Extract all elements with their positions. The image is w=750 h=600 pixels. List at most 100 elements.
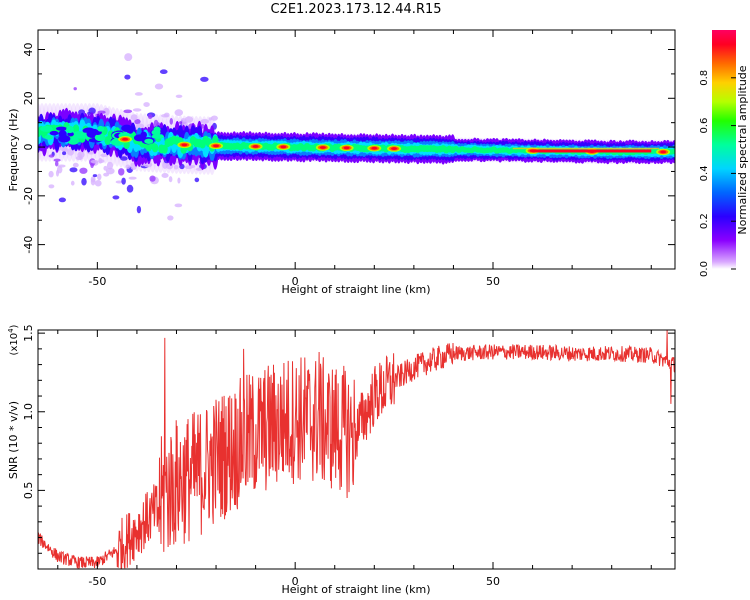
- spectrogram-cell: [154, 83, 164, 90]
- spectrogram-cell: [132, 108, 142, 112]
- spectrogram-cell: [66, 125, 74, 134]
- spectrogram-cell: [200, 76, 209, 82]
- colorbar-ticks: 0.0 0.2 0.4 0.6 0.8: [699, 70, 736, 277]
- spectrogram-cell: [210, 115, 218, 121]
- spectrogram-cell: [134, 118, 141, 125]
- spectrogram-cell: [195, 167, 204, 171]
- spectrogram-cell: [126, 184, 134, 193]
- snr-xtick-label: -50: [88, 575, 106, 588]
- snr-scale-factor: (x104): [7, 324, 20, 355]
- colorbar-tick-label: 0.8: [699, 70, 710, 86]
- spectrogram-cell: [98, 159, 105, 164]
- spectrogram-cell: [177, 177, 181, 184]
- snr-scale-base: (x10: [9, 333, 20, 356]
- spectrogram-hotspot: [532, 149, 652, 153]
- snr-ytick-label: 1.0: [22, 403, 35, 421]
- spectrogram-cell: [67, 136, 79, 145]
- spectrogram-cell: [79, 167, 88, 174]
- spectrogram-cell: [173, 164, 179, 170]
- snr-series-line: [38, 330, 675, 569]
- spectrogram-cell: [97, 125, 105, 132]
- spectrogram-ytick-label: -20: [22, 187, 35, 205]
- spectrogram-hotspot: [660, 150, 667, 154]
- spectrogram-hotspot: [181, 143, 188, 147]
- colorbar-tick-label: 0.2: [699, 213, 710, 229]
- spectrogram-cell: [151, 134, 165, 139]
- spectrogram-cell: [58, 135, 71, 143]
- spectrogram-cell: [125, 164, 131, 170]
- spectrogram-cell: [121, 124, 133, 133]
- spectrogram-cell: [174, 203, 183, 208]
- spectrogram-cell: [168, 176, 173, 183]
- spectrogram-cell: [161, 144, 168, 154]
- spectrogram-cell: [58, 197, 66, 203]
- spectrogram-cell: [184, 116, 194, 123]
- spectrogram-hotspot: [252, 145, 259, 148]
- spectrogram-frame: [37, 29, 676, 270]
- spectrogram-cell: [72, 124, 80, 134]
- spectrogram-cell: [88, 107, 96, 115]
- spectrogram-panel: -50 0 50 -40 -20 0 20 40 Height of straight lin…: [7, 29, 676, 296]
- spectrogram-cell: [185, 165, 194, 170]
- snr-panel: -50 0 50 0.5 1.0 1.5 Height of straight line …: [7, 324, 676, 596]
- spectrogram-cell: [112, 195, 120, 200]
- snr-xlabel: Height of straight line (km): [281, 583, 430, 596]
- colorbar: 0.0 0.2 0.4 0.6 0.8 Normalized spectral ampl…: [699, 30, 749, 277]
- spectrogram-cell: [61, 146, 69, 153]
- spectrogram-ylabel: Frequency (Hz): [7, 109, 20, 192]
- snr-xtick-label: 0: [292, 575, 299, 588]
- spectrogram-hotspot: [512, 147, 660, 150]
- spectrogram-cell: [73, 87, 77, 91]
- colorbar-gradient: [712, 30, 736, 269]
- spectrogram-cell: [92, 174, 98, 178]
- spectrogram-cell: [48, 154, 55, 158]
- spectrogram-cell: [72, 162, 79, 168]
- snr-scale-exp: 4: [7, 328, 15, 333]
- spectrogram-cell: [134, 92, 143, 96]
- spectrogram-cell: [120, 156, 128, 161]
- spectrogram-ytick-label: 40: [22, 43, 35, 57]
- spectrogram-hotspot: [391, 147, 398, 150]
- spectrogram-cell: [106, 161, 114, 170]
- spectrogram-cell: [94, 180, 102, 187]
- spectrogram-cell: [94, 133, 106, 142]
- spectrogram-cell: [671, 148, 675, 155]
- spectrogram-cell: [55, 126, 68, 131]
- spectrogram-ytick-label: 0: [22, 144, 35, 151]
- spectrogram-cell: [118, 168, 125, 176]
- spectrogram-hotspot: [213, 144, 220, 148]
- spectrogram-cell: [194, 177, 200, 183]
- figure-title: C2E1.2023.173.12.44.R15: [270, 2, 442, 17]
- spectrogram-cell: [103, 107, 110, 116]
- svg-text:(x104): (x104): [7, 324, 20, 355]
- spectrogram-cell: [56, 165, 63, 174]
- spectrogram-hotspot: [122, 137, 129, 141]
- spectrogram-cell: [105, 167, 115, 175]
- spectrogram-cell: [208, 117, 213, 121]
- spectrogram-xtick-label: 0: [292, 275, 299, 288]
- spectrogram-cell: [96, 173, 102, 181]
- spectrogram-cell: [40, 125, 53, 132]
- spectrogram-cell: [81, 177, 87, 186]
- spectrogram-cell: [90, 159, 99, 164]
- spectrogram-cell: [121, 177, 126, 185]
- spectrogram-cell: [169, 118, 174, 125]
- spectrogram-cell: [44, 135, 53, 140]
- spectrogram-cell: [151, 129, 161, 136]
- spectrogram-cell: [212, 135, 219, 145]
- spectrogram-cell: [124, 74, 131, 80]
- spectrogram-cell: [103, 165, 108, 171]
- spectrogram-xtick-label: 50: [486, 275, 500, 288]
- spectrogram-cell: [115, 180, 123, 184]
- spectrogram-cell: [79, 153, 83, 160]
- colorbar-tick-label: 0.4: [699, 165, 710, 181]
- spectrogram-cell: [54, 160, 59, 167]
- spectrogram-cell: [124, 53, 133, 62]
- spectrogram-cell: [149, 175, 156, 182]
- spectrogram-hotspot: [280, 145, 287, 149]
- spectrogram-cell: [167, 215, 174, 221]
- spectrogram-cell: [159, 69, 168, 75]
- snr-ticks: -50 0 50 0.5 1.0 1.5: [22, 324, 675, 588]
- snr-ytick-label: 1.5: [22, 324, 35, 342]
- colorbar-tick-label: 0.6: [699, 118, 710, 134]
